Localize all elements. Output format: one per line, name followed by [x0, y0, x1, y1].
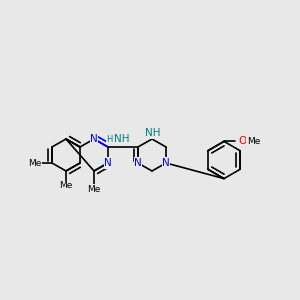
Text: Me: Me — [247, 137, 260, 146]
Text: Me: Me — [87, 184, 101, 194]
Text: NH: NH — [145, 128, 161, 138]
Text: Me: Me — [59, 182, 73, 190]
Text: O: O — [238, 136, 246, 146]
Text: N: N — [90, 134, 98, 144]
Text: N: N — [104, 158, 112, 168]
Text: N: N — [162, 158, 170, 168]
Text: H: H — [106, 135, 113, 144]
Text: Me: Me — [28, 158, 42, 167]
Text: NH: NH — [114, 134, 129, 145]
Text: N: N — [134, 158, 142, 168]
